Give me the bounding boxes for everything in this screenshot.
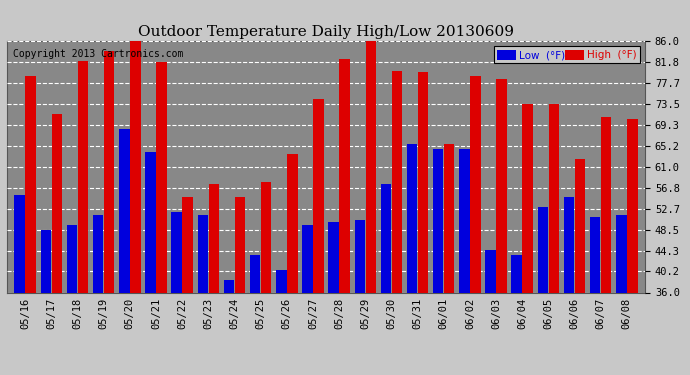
- Bar: [287, 154, 297, 292]
- Bar: [14, 195, 25, 292]
- Title: Outdoor Temperature Daily High/Low 20130609: Outdoor Temperature Daily High/Low 20130…: [138, 25, 514, 39]
- Bar: [575, 159, 585, 292]
- Bar: [549, 104, 559, 292]
- Bar: [302, 225, 313, 292]
- Bar: [250, 255, 260, 292]
- Bar: [93, 214, 104, 292]
- Bar: [366, 41, 376, 292]
- Bar: [328, 222, 339, 292]
- Bar: [355, 220, 365, 292]
- Bar: [41, 230, 51, 292]
- Bar: [197, 214, 208, 292]
- Bar: [538, 207, 548, 292]
- Bar: [339, 59, 350, 292]
- Bar: [171, 212, 182, 292]
- Bar: [627, 119, 638, 292]
- Text: Copyright 2013 Cartronics.com: Copyright 2013 Cartronics.com: [13, 49, 184, 59]
- Bar: [444, 144, 455, 292]
- Bar: [261, 182, 271, 292]
- Bar: [224, 280, 234, 292]
- Bar: [119, 129, 130, 292]
- Bar: [78, 62, 88, 292]
- Bar: [433, 149, 444, 292]
- Bar: [522, 104, 533, 292]
- Bar: [235, 197, 245, 292]
- Bar: [26, 76, 36, 292]
- Bar: [511, 255, 522, 292]
- Bar: [392, 71, 402, 292]
- Bar: [601, 117, 611, 292]
- Bar: [67, 225, 77, 292]
- Bar: [182, 197, 193, 292]
- Bar: [130, 41, 141, 292]
- Bar: [104, 51, 115, 292]
- Bar: [381, 184, 391, 292]
- Bar: [276, 270, 286, 292]
- Bar: [52, 114, 62, 292]
- Bar: [470, 76, 481, 292]
- Bar: [485, 250, 496, 292]
- Bar: [146, 152, 156, 292]
- Bar: [208, 184, 219, 292]
- Bar: [564, 197, 574, 292]
- Bar: [590, 217, 600, 292]
- Bar: [418, 72, 428, 292]
- Bar: [156, 62, 167, 292]
- Bar: [616, 214, 627, 292]
- Bar: [496, 79, 506, 292]
- Bar: [459, 149, 470, 292]
- Bar: [407, 144, 417, 292]
- Legend: Low  (°F), High  (°F): Low (°F), High (°F): [494, 46, 640, 63]
- Bar: [313, 99, 324, 292]
